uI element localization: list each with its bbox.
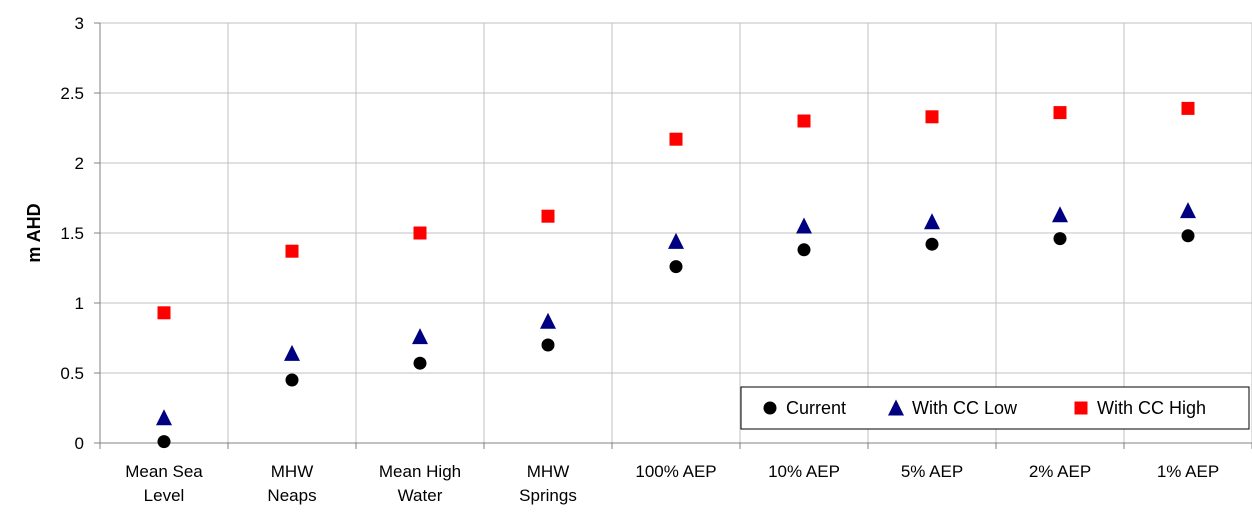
data-point-with-cc-low <box>668 232 684 249</box>
data-point-current <box>413 356 427 370</box>
x-tick-label: Level <box>144 486 185 505</box>
data-points <box>156 101 1196 449</box>
x-axis-ticks: Mean Sea Level MHW Neaps Mean High Water MHW Sp… <box>99 443 1252 505</box>
x-tick-label: Mean High <box>379 462 461 481</box>
data-point-with-cc-low <box>924 213 940 230</box>
data-point-current <box>1181 229 1195 243</box>
data-point-with-cc-high <box>541 209 555 223</box>
y-tick-label: 1 <box>75 294 84 313</box>
y-tick-label: 1.5 <box>60 224 84 243</box>
x-tick-label: MHW <box>527 462 569 481</box>
data-point-current <box>541 338 555 352</box>
data-point-with-cc-high <box>285 244 299 258</box>
x-tick-label: Mean Sea <box>125 462 203 481</box>
x-tick-label: 1% AEP <box>1157 462 1219 481</box>
data-point-with-cc-high <box>669 132 683 146</box>
data-point-with-cc-low <box>284 344 300 361</box>
data-point-current <box>157 435 171 449</box>
data-point-current <box>285 373 299 387</box>
y-tick-label: 2 <box>75 154 84 173</box>
data-point-current <box>925 237 939 251</box>
data-point-current <box>669 260 683 274</box>
legend-marker-with-cc-low <box>888 399 904 416</box>
y-tick-label: 0 <box>75 434 84 453</box>
data-point-current <box>797 243 811 257</box>
data-point-with-cc-low <box>1180 202 1196 219</box>
x-tick-label: 10% AEP <box>768 462 840 481</box>
data-point-with-cc-low <box>796 217 812 234</box>
data-point-with-cc-low <box>1052 206 1068 223</box>
data-point-with-cc-low <box>156 409 172 426</box>
legend-label-current: Current <box>786 398 846 418</box>
x-tick-label: MHW <box>271 462 313 481</box>
data-point-with-cc-high <box>797 114 811 128</box>
data-point-with-cc-high <box>1053 106 1067 120</box>
x-tick-label: Springs <box>519 486 577 505</box>
legend-label-with-cc-low: With CC Low <box>912 398 1018 418</box>
legend: Current With CC Low With CC High <box>740 386 1250 430</box>
x-tick-label: Neaps <box>267 486 316 505</box>
x-tick-label: Water <box>398 486 443 505</box>
legend-box <box>740 386 1250 430</box>
legend-marker-current <box>763 401 777 415</box>
data-point-with-cc-high <box>1181 101 1195 115</box>
data-point-current <box>1053 232 1067 246</box>
y-axis-title: m AHD <box>24 203 44 262</box>
legend-marker-with-cc-high <box>1074 401 1088 415</box>
y-axis-ticks: 0 0.5 1 1.5 2 2.5 3 <box>60 14 100 453</box>
data-point-with-cc-low <box>412 328 428 345</box>
data-point-with-cc-high <box>413 226 427 240</box>
legend-label-with-cc-high: With CC High <box>1097 398 1206 418</box>
data-point-with-cc-low <box>540 312 556 329</box>
y-tick-label: 0.5 <box>60 364 84 383</box>
x-tick-label: 100% AEP <box>635 462 716 481</box>
data-point-with-cc-high <box>925 110 939 124</box>
y-tick-label: 2.5 <box>60 84 84 103</box>
x-tick-label: 5% AEP <box>901 462 963 481</box>
y-tick-label: 3 <box>75 14 84 33</box>
data-point-with-cc-high <box>157 306 171 320</box>
x-tick-label: 2% AEP <box>1029 462 1091 481</box>
